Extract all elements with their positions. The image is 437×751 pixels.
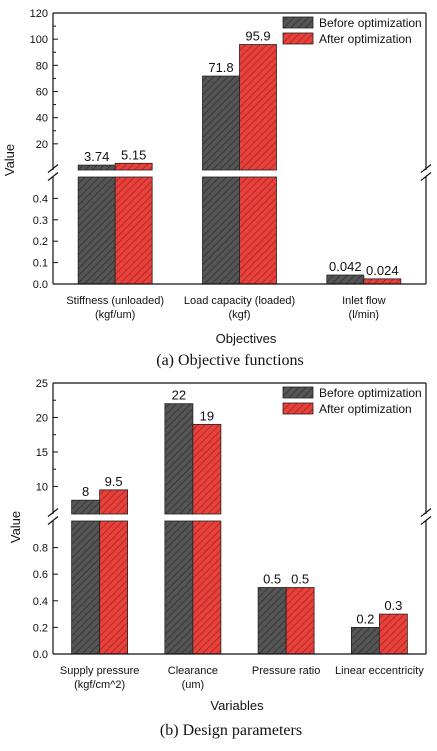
- chart-b-caption: (b) Design parameters: [160, 722, 302, 739]
- chart-a-break-mark-0-a: [47, 164, 59, 173]
- chart-a-break-gap: [47, 170, 432, 177]
- chart-a-ytick-label-lower-4: 0.4: [33, 193, 48, 205]
- chart-b-bar-lower-1-1: [192, 520, 222, 655]
- chart-b-ytick-label-upper-1: 15: [36, 447, 48, 459]
- chart-b-data-label-0-0: 8: [82, 484, 89, 499]
- chart-b-category-label-2: Pressure ratio: [252, 665, 320, 677]
- chart-b-data-label-0-1: 9.5: [105, 474, 123, 489]
- chart-b-ylabel: Value: [8, 511, 23, 543]
- chart-a-break-mark-1-a: [420, 164, 432, 173]
- chart-a-bar-2-1: [363, 278, 402, 285]
- chart-a-ytick-label-upper-2: 60: [36, 87, 48, 99]
- chart-a-caption: (a) Objective functions: [156, 352, 304, 369]
- chart-a-bar-upper-0-0: [77, 164, 116, 171]
- chart-b-bar-3-0: [350, 627, 380, 655]
- chart-a-category-label-2: Inlet flow: [342, 295, 385, 307]
- chart-a-bar-lower-0-0: [77, 176, 116, 285]
- chart-a-bar-upper-1-1: [239, 44, 277, 171]
- chart-b-legend-label-1: After optimization: [319, 402, 412, 416]
- chart-b-ytick-label-upper-3: 25: [36, 378, 48, 390]
- chart-b-legend-swatch-1: [282, 402, 314, 415]
- chart-b-ytick-label-lower-3: 0.6: [33, 569, 48, 581]
- chart-b-ytick-label-lower-1: 0.2: [33, 622, 48, 634]
- chart-b-break-mark-0-a: [47, 508, 59, 517]
- chart-b-category-unit-0: (kgf/cm^2): [74, 679, 125, 691]
- chart-b-bar-lower-0-0: [71, 520, 101, 655]
- chart-a-xlabel: Objectives: [216, 331, 277, 346]
- chart-b-bar-upper-1-1: [192, 423, 222, 515]
- chart-b-break-mark-0-b: [47, 516, 59, 525]
- chart-a-bar-upper-0-1: [114, 162, 153, 171]
- chart-a-ytick-label-lower-2: 0.2: [33, 236, 48, 248]
- chart-a-data-label-2-0: 0.042: [329, 259, 362, 274]
- chart-b-break-mark-1-a: [420, 508, 432, 517]
- chart-a-break-mark-1-b: [420, 172, 432, 181]
- chart-b-xlabel: Variables: [210, 698, 264, 713]
- chart-b-ytick-label-lower-0: 0.0: [33, 649, 48, 661]
- chart-a-bar-lower-0-1: [114, 176, 153, 285]
- chart-b-ytick-label-upper-0: 10: [36, 481, 48, 493]
- chart-b-data-label-3-0: 0.2: [356, 611, 374, 626]
- chart-a-category-label-0: Stiffness (unloaded): [66, 295, 164, 307]
- chart-a-data-label-1-0: 71.8: [208, 60, 233, 75]
- chart-a-ytick-label-lower-0: 0.0: [33, 279, 48, 291]
- chart-a-bar-lower-1-0: [202, 176, 240, 285]
- chart-a-bar-2-0: [326, 274, 365, 285]
- chart-a-bar-upper-1-0: [202, 75, 240, 171]
- chart-a-ytick-label-lower-3: 0.3: [33, 215, 48, 227]
- chart-b-bar-lower-0-1: [99, 520, 129, 655]
- chart-b-bar-upper-0-0: [71, 499, 101, 515]
- chart-a-legend-swatch-1: [282, 32, 314, 45]
- chart-a-legend-label-1: After optimization: [319, 32, 412, 46]
- chart-b-ytick-label-lower-2: 0.4: [33, 596, 48, 608]
- chart-b-bar-lower-1-0: [164, 520, 194, 655]
- chart-b-bar-upper-1-0: [164, 403, 194, 515]
- chart-a-data-label-0-1: 5.15: [121, 147, 146, 162]
- chart-a-ytick-label-upper-1: 40: [36, 113, 48, 125]
- chart-a-legend-label-0: Before optimization: [319, 16, 422, 30]
- chart-b-data-label-3-1: 0.3: [384, 598, 402, 613]
- chart-a-category-unit-2: (l/min): [349, 309, 380, 321]
- chart-a-category-unit-1: (kgf): [229, 309, 251, 321]
- design-parameters-chart: 8 9.5 Supply pressure (kgf/cm^2) 22 19 Clearan…: [33, 378, 432, 691]
- chart-b-ytick-label-upper-2: 20: [36, 412, 48, 424]
- chart-a-ytick-label-upper-0: 20: [36, 139, 48, 151]
- chart-b-legend-swatch-0: [282, 386, 314, 399]
- chart-b-bar-2-1: [285, 587, 315, 655]
- chart-b-data-label-1-1: 19: [200, 408, 214, 423]
- objective-functions-chart: 3.74 5.15 Stiffness (unloaded) (kgf/um) 71.8…: [30, 8, 432, 321]
- chart-a-category-unit-0: (kgf/um): [95, 309, 135, 321]
- chart-a-data-label-2-1: 0.024: [366, 263, 399, 278]
- chart-b-break-gap: [47, 514, 432, 521]
- chart-b-bar-3-1: [378, 613, 408, 655]
- chart-a-bar-lower-1-1: [239, 176, 277, 285]
- chart-a-data-label-0-0: 3.74: [84, 149, 109, 164]
- chart-b-data-label-1-0: 22: [172, 388, 186, 403]
- chart-a-legend-swatch-0: [282, 16, 314, 29]
- chart-b-data-label-2-0: 0.5: [263, 572, 281, 587]
- chart-a-ytick-label-upper-3: 80: [36, 60, 48, 72]
- chart-a-category-label-1: Load capacity (loaded): [184, 295, 295, 307]
- chart-b-data-label-2-1: 0.5: [291, 572, 309, 587]
- chart-a-ylabel: Value: [2, 144, 17, 176]
- chart-a-ytick-label-upper-4: 100: [30, 34, 48, 46]
- chart-a-ytick-label-lower-1: 0.1: [33, 258, 48, 270]
- chart-a-break-mark-0-b: [47, 172, 59, 181]
- chart-b-break-mark-1-b: [420, 516, 432, 525]
- chart-a-ytick-label-upper-5: 120: [30, 8, 48, 20]
- chart-b-category-label-3: Linear eccentricity: [335, 665, 424, 677]
- chart-b-ytick-label-lower-4: 0.8: [33, 543, 48, 555]
- chart-b-category-label-0: Supply pressure: [60, 665, 140, 677]
- chart-b-bar-2-0: [257, 587, 287, 655]
- chart-b-legend-label-0: Before optimization: [319, 386, 422, 400]
- chart-a-data-label-1-1: 95.9: [245, 29, 270, 44]
- chart-b-category-label-1: Clearance: [168, 665, 218, 677]
- chart-b-category-unit-1: (um): [182, 679, 205, 691]
- chart-b-bar-upper-0-1: [99, 489, 129, 515]
